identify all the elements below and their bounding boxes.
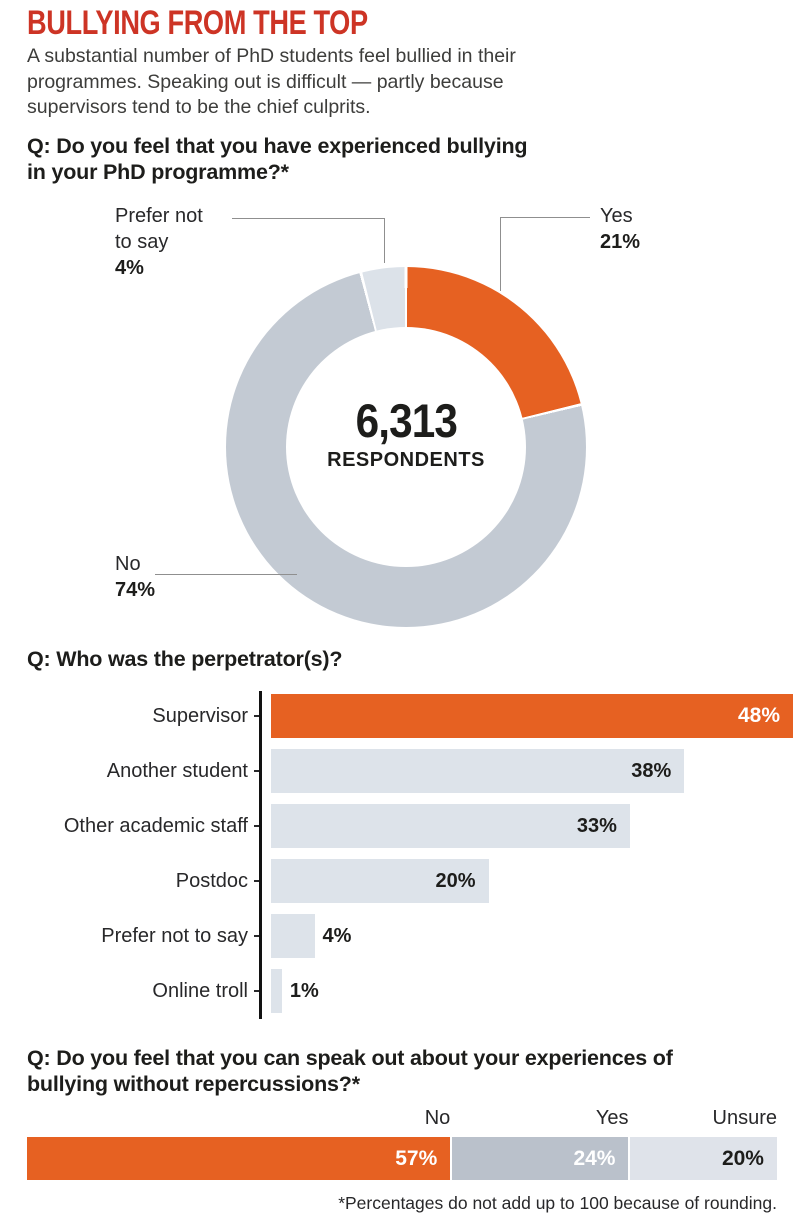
bar-value-label: 20% — [435, 869, 476, 892]
tick-mark — [254, 825, 262, 827]
donut-value-no: 74% — [115, 579, 156, 601]
bar-row: Prefer not to say 4% — [0, 914, 800, 958]
stacked-value-no: 57% — [395, 1146, 438, 1170]
respondents-label: RESPONDENTS — [327, 448, 485, 471]
bar-chart: Supervisor 48% Another student 38% Other aca… — [0, 694, 800, 1024]
page-title-text: BULLYING FROM THE TOP — [27, 4, 368, 42]
stacked-column-label-no: No — [424, 1107, 451, 1129]
page-title: BULLYING FROM THE TOP — [27, 4, 453, 43]
donut-label-no: No 74% — [115, 551, 155, 603]
leader-line-pnts-horizontal — [232, 218, 385, 219]
respondents-count: 6,313 — [355, 393, 457, 447]
leader-line-yes-vertical — [500, 217, 501, 291]
bar-category-label: Other academic staff — [63, 814, 248, 837]
bar-postdoc: 20% — [271, 859, 489, 903]
bar-other-academic-staff: 33% — [271, 804, 630, 848]
leader-line-no-horizontal — [155, 574, 297, 575]
tick-mark — [254, 715, 262, 717]
bar-value-label: 33% — [576, 814, 617, 837]
donut-value-yes: 21% — [600, 231, 641, 253]
bar-another-student: 38% — [271, 749, 685, 793]
stacked-column-label-unsure: Unsure — [712, 1107, 777, 1129]
question-3: Q: Do you feel that you can speak out ab… — [27, 1046, 673, 1096]
bar-row: Another student 38% — [0, 749, 800, 793]
bar-value-label: 38% — [631, 759, 672, 782]
bar-supervisor: 48% — [271, 694, 793, 738]
donut-value-pnts: 4% — [115, 257, 144, 279]
bar-category-label: Prefer not to say — [101, 924, 248, 947]
stacked-column-label-yes: Yes — [595, 1107, 629, 1129]
leader-line-pnts-vertical — [383, 218, 385, 263]
bar-row: Online troll 1% — [0, 969, 800, 1013]
bar-row: Supervisor 48% — [0, 694, 800, 738]
tick-mark — [254, 990, 262, 992]
chart-subtitle: A substantial number of PhD students fee… — [27, 45, 516, 118]
stacked-value-yes: 24% — [573, 1146, 616, 1170]
stacked-value-unsure: 20% — [721, 1146, 764, 1170]
bar-category-label: Another student — [106, 759, 248, 782]
stacked-segment-unsure: 20% — [628, 1137, 777, 1180]
donut-label-yes-text: Yes — [600, 205, 633, 227]
tick-mark — [254, 880, 262, 882]
donut-label-no-text: No — [115, 553, 141, 575]
y-axis-line — [259, 691, 262, 1019]
bar-row: Postdoc 20% — [0, 859, 800, 903]
bar-online-troll — [271, 969, 282, 1013]
bar-prefer-not-to-say — [271, 914, 315, 958]
question-2: Q: Who was the perpetrator(s)? — [27, 647, 343, 671]
bar-category-label: Postdoc — [175, 869, 248, 892]
donut-label-pnts-text: Prefer not to say — [115, 205, 203, 253]
donut-label-yes: Yes 21% — [600, 203, 640, 255]
bar-value-label: 48% — [737, 704, 780, 727]
donut-center: 6,313 RESPONDENTS — [286, 327, 526, 567]
question-1: Q: Do you feel that you have experienced… — [27, 134, 528, 184]
stacked-bar-chart: 57% 24% 20% — [27, 1137, 777, 1180]
bar-category-label: Online troll — [152, 979, 248, 1002]
leader-line-yes-horizontal — [500, 217, 590, 218]
bar-value-label: 4% — [322, 924, 352, 947]
stacked-segment-no: 57% — [27, 1137, 451, 1180]
tick-mark — [254, 770, 262, 772]
bar-row: Other academic staff 33% — [0, 804, 800, 848]
tick-mark — [254, 935, 262, 937]
stacked-segment-yes: 24% — [450, 1137, 629, 1180]
bar-category-label: Supervisor — [152, 704, 248, 727]
donut-label-prefer-not-to-say: Prefer not to say 4% — [115, 203, 203, 281]
bar-value-label: 1% — [289, 979, 319, 1002]
footnote: *Percentages do not add up to 100 becaus… — [338, 1193, 777, 1213]
